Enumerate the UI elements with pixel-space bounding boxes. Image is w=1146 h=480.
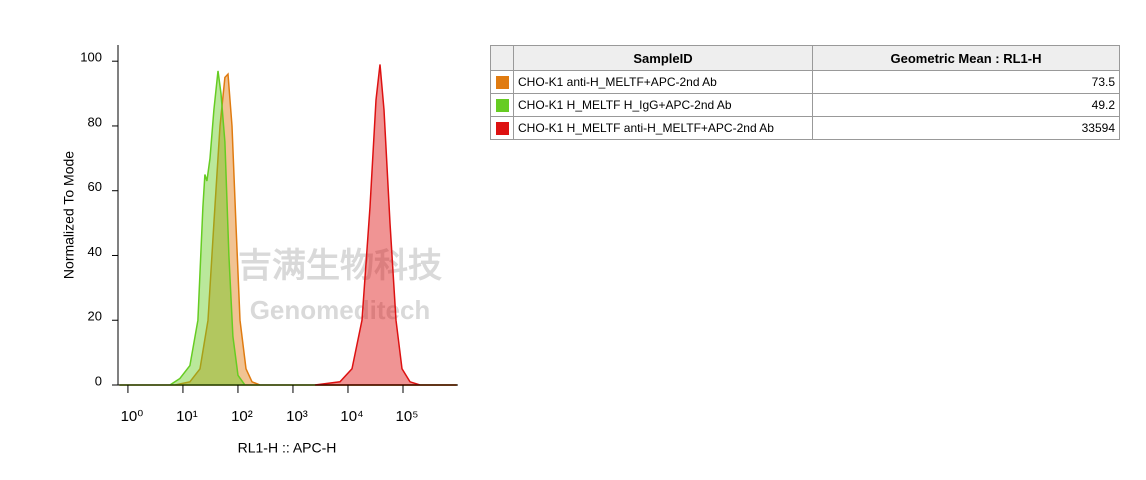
x-tick-label: 10⁴ <box>340 408 363 425</box>
chart: Normalized To Mode RL1-H :: APC-H 吉满生物科技… <box>61 45 458 456</box>
header-cell <box>490 45 514 71</box>
y-tick-label: 100 <box>80 50 102 65</box>
legend-swatch <box>495 122 509 136</box>
x-tick-label: 10⁰ <box>121 408 144 425</box>
density-area <box>119 72 457 386</box>
y-tick-label: 40 <box>88 244 102 259</box>
legend-swatch <box>495 76 509 90</box>
y-tick-label: 0 <box>95 373 102 388</box>
x-tick-label: 10¹ <box>176 408 198 425</box>
y-axis-label: Normalized To Mode <box>61 151 77 279</box>
header-cell: Geometric Mean : RL1-H <box>812 45 1120 71</box>
density-area <box>119 70 457 386</box>
sample-id: CHO-K1 H_MELTF H_IgG+APC-2nd Ab <box>513 93 813 117</box>
geometric-mean: 73.5 <box>812 70 1120 94</box>
watermark: 吉满生物科技 <box>238 247 442 285</box>
y-tick-label: 80 <box>88 114 102 129</box>
x-tick-label: 10³ <box>286 408 308 425</box>
geometric-mean: 49.2 <box>812 93 1120 117</box>
table-row: CHO-K1 H_MELTF H_IgG+APC-2nd Ab 49.2 <box>490 93 1120 117</box>
swatch-cell <box>490 116 514 140</box>
x-tick-label: 10² <box>231 408 253 425</box>
legend-swatch <box>495 99 509 113</box>
geometric-mean: 33594 <box>812 116 1120 140</box>
table-row: CHO-K1 H_MELTF anti-H_MELTF+APC-2nd Ab 33… <box>490 116 1120 140</box>
density-area <box>314 64 457 386</box>
stats-table: SampleID Geometric Mean : RL1-H CHO-K1 a… <box>490 45 1120 140</box>
sample-id: CHO-K1 anti-H_MELTF+APC-2nd Ab <box>513 70 813 94</box>
x-tick-label: 10⁵ <box>396 408 419 425</box>
watermark: Genomeditech <box>250 295 431 325</box>
y-tick-label: 60 <box>88 179 102 194</box>
table-row: CHO-K1 anti-H_MELTF+APC-2nd Ab 73.5 <box>490 70 1120 94</box>
swatch-cell <box>490 93 514 117</box>
header-cell: SampleID <box>513 45 813 71</box>
y-tick-label: 20 <box>88 309 102 324</box>
sample-id: CHO-K1 H_MELTF anti-H_MELTF+APC-2nd Ab <box>513 116 813 140</box>
x-axis-label: RL1-H :: APC-H <box>238 440 337 456</box>
swatch-cell <box>490 70 514 94</box>
